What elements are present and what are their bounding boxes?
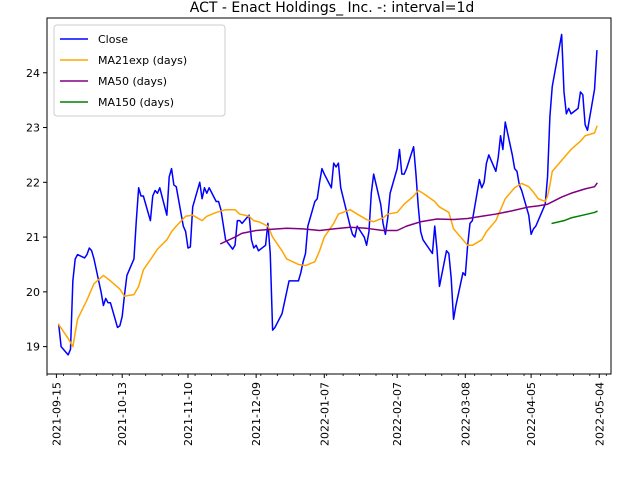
x-tick-label: 2022-05-04	[593, 382, 606, 446]
y-tick-label: 24	[26, 67, 40, 80]
chart-title: ACT - Enact Holdings_ Inc. -: interval=1…	[190, 0, 475, 16]
x-tick-label: 2021-10-13	[116, 382, 129, 446]
axes-layer: 19 20 21 22 23 24 2021-09-15 2021-10-13 2021-11-…	[26, 17, 612, 446]
y-tick-label: 20	[26, 286, 40, 299]
series-layer	[57, 33, 598, 356]
legend-label-ma50-days: MA50 (days)	[98, 75, 167, 88]
x-tick-label: 2021-11-10	[182, 382, 195, 446]
x-tick-label: 2022-04-05	[525, 382, 538, 446]
series-line-close	[57, 33, 598, 356]
y-tick-label: 19	[26, 341, 40, 354]
series-line-ma150-days	[551, 210, 598, 225]
x-tick-label: 2022-03-08	[459, 382, 472, 446]
y-tick-label: 22	[26, 176, 40, 189]
legend-label-ma150-days: MA150 (days)	[98, 96, 174, 109]
x-tick-label: 2021-12-09	[250, 382, 263, 446]
legend-box	[53, 24, 226, 117]
series-line-ma50-days	[219, 182, 598, 245]
x-tick-label: 2022-02-07	[391, 382, 404, 446]
legend: Close MA21exp (days) MA50 (days) MA150 (day…	[53, 24, 226, 117]
plot-frame	[46, 17, 612, 375]
x-tick-label: 2022-01-07	[318, 382, 331, 446]
legend-label-ma21exp-days: MA21exp (days)	[98, 54, 187, 67]
y-tick-label: 23	[26, 122, 40, 135]
series-line-ma21exp-days	[57, 125, 598, 348]
legend-label-close: Close	[98, 33, 128, 46]
x-tick-label: 2021-09-15	[50, 382, 63, 446]
y-tick-label: 21	[26, 231, 40, 244]
